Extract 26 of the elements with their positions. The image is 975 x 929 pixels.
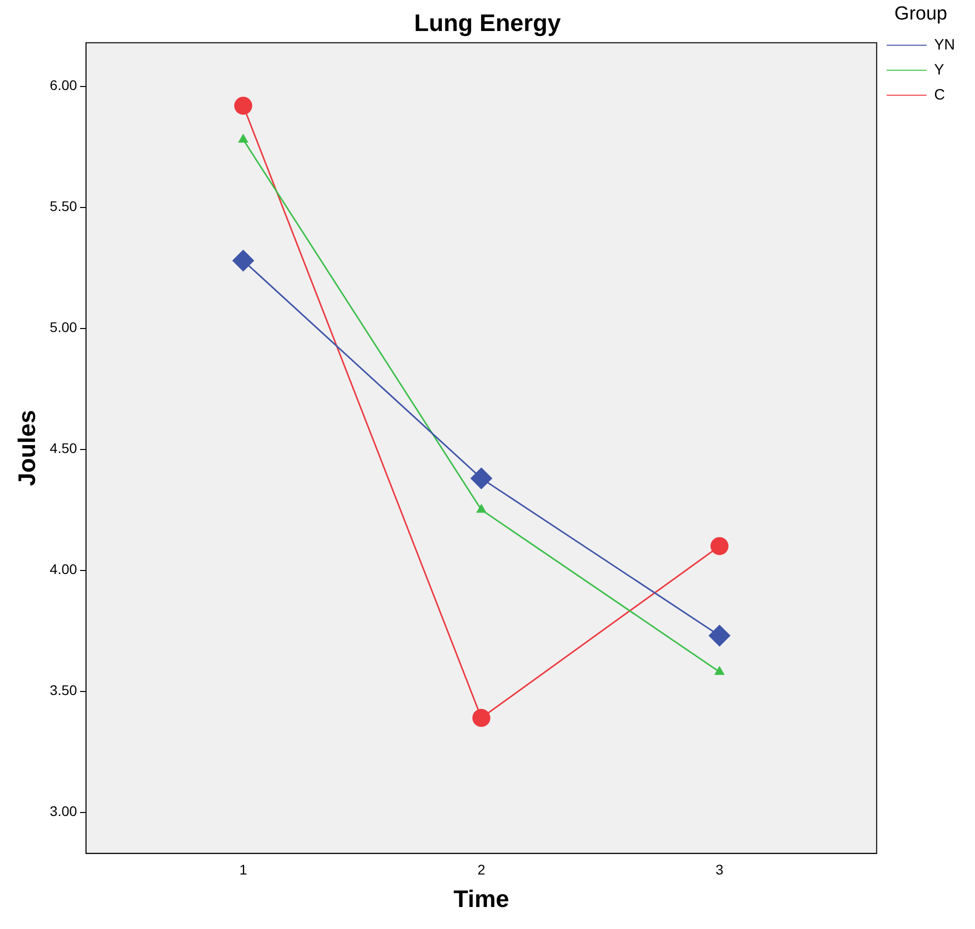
y-tick-label: 5.50 — [50, 198, 78, 214]
legend-label: YN — [934, 36, 956, 54]
y-tick-label: 3.50 — [50, 682, 78, 698]
x-tick-label: 3 — [716, 862, 724, 878]
point — [238, 134, 248, 143]
point — [714, 666, 725, 675]
legend-label: Y — [934, 61, 944, 78]
y-tick-label: 5.00 — [50, 319, 78, 336]
x-axis-title: Time — [454, 886, 510, 914]
chart-title: Lung Energy — [414, 10, 562, 38]
point — [708, 624, 730, 647]
x-tick-label: 1 — [239, 862, 248, 878]
point — [476, 504, 487, 513]
point — [472, 708, 490, 727]
legend-label: C — [934, 86, 946, 104]
point — [470, 467, 492, 490]
y-tick-label: 3.00 — [50, 803, 78, 820]
y-tick-label: 4.50 — [50, 440, 78, 456]
y-axis-title: Joules — [14, 410, 42, 486]
point — [710, 537, 728, 556]
y-tick-label: 6.00 — [50, 77, 78, 94]
point — [232, 250, 254, 272]
x-tick-label: 2 — [477, 862, 486, 878]
y-tick-label: 4.00 — [50, 561, 78, 578]
point — [234, 96, 252, 115]
legend-title: Group — [894, 4, 948, 25]
